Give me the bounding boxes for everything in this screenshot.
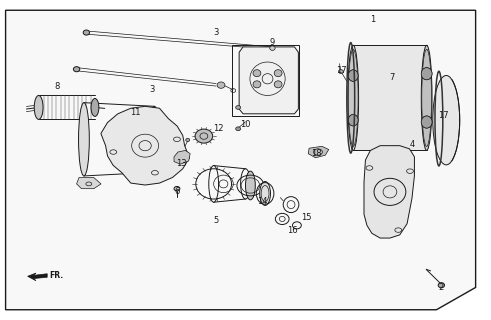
Polygon shape (308, 146, 329, 158)
Ellipse shape (174, 187, 180, 191)
Text: 10: 10 (240, 120, 251, 130)
Ellipse shape (253, 81, 261, 88)
Text: 17: 17 (336, 66, 346, 75)
Text: 17: 17 (438, 111, 449, 120)
Ellipse shape (253, 70, 261, 77)
Ellipse shape (79, 103, 89, 176)
Ellipse shape (246, 171, 255, 200)
Ellipse shape (236, 106, 241, 109)
Text: 8: 8 (55, 82, 60, 91)
Ellipse shape (348, 70, 358, 81)
Ellipse shape (73, 67, 80, 72)
Polygon shape (353, 45, 427, 150)
Polygon shape (239, 47, 299, 114)
Text: FR.: FR. (50, 271, 64, 280)
Ellipse shape (338, 70, 343, 74)
Text: 3: 3 (214, 28, 219, 37)
Text: 5: 5 (214, 216, 219, 225)
Ellipse shape (421, 116, 432, 128)
Ellipse shape (348, 70, 358, 81)
Ellipse shape (421, 68, 432, 80)
Ellipse shape (438, 283, 444, 288)
Text: 1: 1 (370, 15, 376, 24)
Polygon shape (174, 150, 190, 164)
Text: 13: 13 (177, 159, 187, 168)
Ellipse shape (195, 129, 213, 143)
Ellipse shape (348, 115, 358, 126)
Text: 2: 2 (439, 283, 444, 292)
Ellipse shape (83, 30, 89, 35)
Ellipse shape (270, 46, 275, 50)
Ellipse shape (421, 116, 432, 128)
Ellipse shape (186, 138, 190, 141)
Ellipse shape (433, 76, 460, 165)
Text: 16: 16 (287, 226, 298, 235)
Text: 15: 15 (301, 213, 312, 222)
Polygon shape (5, 10, 476, 310)
Ellipse shape (348, 49, 358, 147)
Ellipse shape (421, 68, 432, 80)
Text: 7: 7 (390, 73, 395, 82)
Polygon shape (27, 273, 47, 281)
Text: 6: 6 (174, 188, 180, 196)
Text: 18: 18 (311, 149, 322, 158)
Ellipse shape (421, 45, 432, 150)
Text: 4: 4 (409, 140, 414, 148)
Text: 11: 11 (130, 108, 140, 117)
Text: 9: 9 (270, 38, 275, 47)
Ellipse shape (274, 81, 282, 88)
Text: 12: 12 (213, 124, 224, 132)
Ellipse shape (34, 95, 43, 119)
Ellipse shape (260, 181, 271, 205)
Ellipse shape (217, 82, 225, 88)
Ellipse shape (274, 70, 282, 77)
Text: 3: 3 (150, 85, 155, 94)
Polygon shape (364, 146, 414, 238)
Polygon shape (101, 106, 190, 185)
Ellipse shape (236, 127, 241, 131)
Polygon shape (77, 178, 101, 189)
Text: 14: 14 (257, 197, 268, 206)
Ellipse shape (91, 99, 99, 116)
Ellipse shape (422, 49, 432, 147)
Ellipse shape (348, 115, 358, 126)
